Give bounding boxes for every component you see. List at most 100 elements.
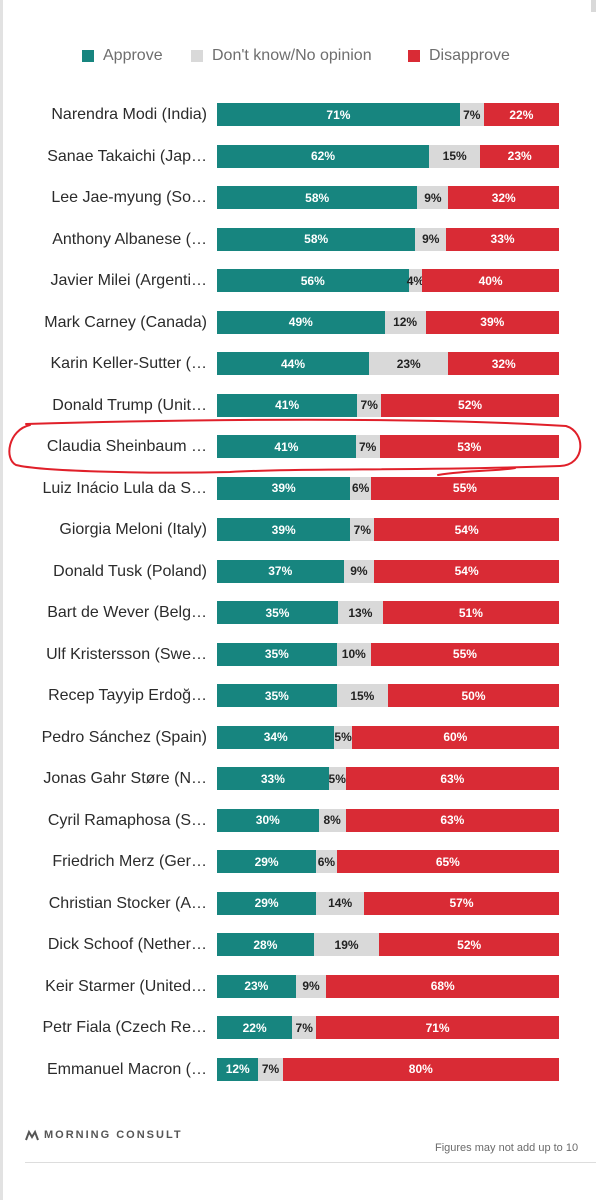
bar-value-label: 7% xyxy=(463,107,481,122)
bar-value-label: 53% xyxy=(457,439,482,454)
brand-name: MORNING CONSULT xyxy=(44,1129,183,1141)
row-label: Donald Trump (Unit… xyxy=(52,396,207,414)
bar-value-label: 15% xyxy=(442,149,467,163)
bar-value-label: 50% xyxy=(461,688,486,703)
bar-value-label: 55% xyxy=(452,481,477,495)
bar-value-label: 80% xyxy=(408,1062,433,1076)
row-label: Petr Fiala (Czech Re… xyxy=(42,1019,208,1036)
row-label: Javier Milei (Argenti… xyxy=(50,272,207,289)
bar-value-label: 29% xyxy=(254,896,279,910)
bar-value-label: 5% xyxy=(328,771,346,786)
bar-value-label: 22% xyxy=(242,1020,267,1035)
bar-disapprove: 60% xyxy=(351,725,559,749)
bar-approve: 35% xyxy=(217,601,338,624)
bar-value-label: 32% xyxy=(491,356,516,371)
legend-item-approve: Approve xyxy=(82,47,163,65)
bar-value-label: 23% xyxy=(396,356,421,371)
bar-value-label: 12% xyxy=(393,315,418,329)
bar-value-label: 29% xyxy=(254,854,279,869)
bar-value-label: 14% xyxy=(328,896,353,910)
row-label: Cyril Ramaphosa (S… xyxy=(47,811,207,829)
row-label: Luiz Inácio Lula da S… xyxy=(42,479,207,497)
legend-swatch-dont-know xyxy=(191,50,203,62)
screenshot-top-right-mark xyxy=(591,0,596,12)
bar-value-label: 9% xyxy=(350,564,368,578)
row-label: Mark Carney (Canada) xyxy=(44,313,207,331)
legend-item-dont-know: Don't know/No opinion xyxy=(191,47,372,65)
bar-approve: 29% xyxy=(217,850,317,873)
bar-value-label: 7% xyxy=(360,398,378,412)
bar-approve: 23% xyxy=(217,974,296,998)
bar-disapprove: 50% xyxy=(388,684,559,707)
row-label: Recep Tayyip Erdoğ… xyxy=(48,687,207,704)
row-label: Sanae Takaichi (Jap… xyxy=(47,147,207,165)
bar-value-label: 5% xyxy=(334,730,352,744)
bar-dont-know: 7% xyxy=(357,393,382,417)
bar-disapprove: 53% xyxy=(379,435,559,458)
bar-disapprove: 33% xyxy=(446,227,559,251)
bar-value-label: 60% xyxy=(443,730,468,744)
bar-value-label: 32% xyxy=(491,190,516,205)
bar-dont-know: 7% xyxy=(292,1016,317,1039)
bar-disapprove: 63% xyxy=(345,808,559,832)
chart-footer: MORNING CONSULT Figures may not add up t… xyxy=(25,1128,596,1168)
bar-dont-know: 7% xyxy=(350,518,375,541)
bar-approve: 71% xyxy=(217,103,460,126)
bar-dont-know: 9% xyxy=(295,974,327,998)
bar-disapprove: 55% xyxy=(370,642,559,666)
bar-dont-know: 9% xyxy=(417,186,449,209)
legend-item-disapprove: Disapprove xyxy=(408,47,510,65)
bar-value-label: 56% xyxy=(300,273,325,288)
bar-approve: 39% xyxy=(217,476,351,500)
bar-disapprove: 68% xyxy=(326,974,559,998)
legend-swatch-approve xyxy=(82,50,94,62)
bar-value-label: 28% xyxy=(253,937,278,952)
bar-approve: 49% xyxy=(217,310,385,334)
bar-value-label: 54% xyxy=(454,564,479,578)
screenshot-left-edge xyxy=(0,0,3,1200)
bar-value-label: 65% xyxy=(435,854,460,869)
legend-swatch-disapprove xyxy=(408,50,420,62)
bar-disapprove: 54% xyxy=(374,559,559,583)
bar-value-label: 10% xyxy=(341,647,366,661)
row-label: Lee Jae-myung (So… xyxy=(51,189,207,206)
row-label: Christian Stocker (A… xyxy=(48,894,207,912)
bar-approve: 12% xyxy=(217,1057,259,1081)
brand-mark-icon xyxy=(25,1129,39,1141)
bar-value-label: 6% xyxy=(351,481,370,495)
bar-value-label: 9% xyxy=(424,190,442,205)
bar-approve: 35% xyxy=(217,684,337,707)
bar-value-label: 7% xyxy=(359,439,377,454)
bar-value-label: 9% xyxy=(302,979,320,993)
legend-label-disapprove: Disapprove xyxy=(429,47,510,64)
bar-value-label: 52% xyxy=(457,937,482,952)
bar-value-label: 41% xyxy=(275,398,300,412)
bar-dont-know: 10% xyxy=(336,642,371,666)
bar-approve: 33% xyxy=(217,767,329,790)
footer-divider xyxy=(25,1162,596,1163)
bar-approve: 37% xyxy=(217,559,344,583)
bar-approve: 62% xyxy=(217,144,430,168)
bar-value-label: 7% xyxy=(261,1062,280,1076)
bar-dont-know: 5% xyxy=(329,767,346,790)
bar-value-label: 71% xyxy=(326,107,351,122)
bar-dont-know: 14% xyxy=(316,891,365,915)
bar-disapprove: 32% xyxy=(448,186,559,209)
bar-dont-know: 7% xyxy=(258,1057,283,1081)
bar-value-label: 40% xyxy=(478,273,503,288)
highlight-stroke-tail xyxy=(437,467,516,476)
bar-dont-know: 23% xyxy=(369,352,449,375)
row-label: Giorgia Meloni (Italy) xyxy=(59,521,207,538)
bar-value-label: 33% xyxy=(260,771,285,786)
bar-dont-know: 5% xyxy=(334,725,352,749)
bar-value-label: 8% xyxy=(323,813,341,827)
bar-value-label: 54% xyxy=(454,522,479,537)
bar-value-label: 23% xyxy=(507,149,532,163)
bar-value-label: 58% xyxy=(305,190,330,205)
row-label: Pedro Sánchez (Spain) xyxy=(41,728,207,746)
bar-value-label: 41% xyxy=(274,439,299,454)
bar-value-label: 63% xyxy=(440,813,465,827)
row-label: Karin Keller-Sutter (… xyxy=(50,355,208,372)
legend-label-dont-know: Don't know/No opinion xyxy=(212,47,372,64)
bar-value-label: 57% xyxy=(449,896,474,910)
